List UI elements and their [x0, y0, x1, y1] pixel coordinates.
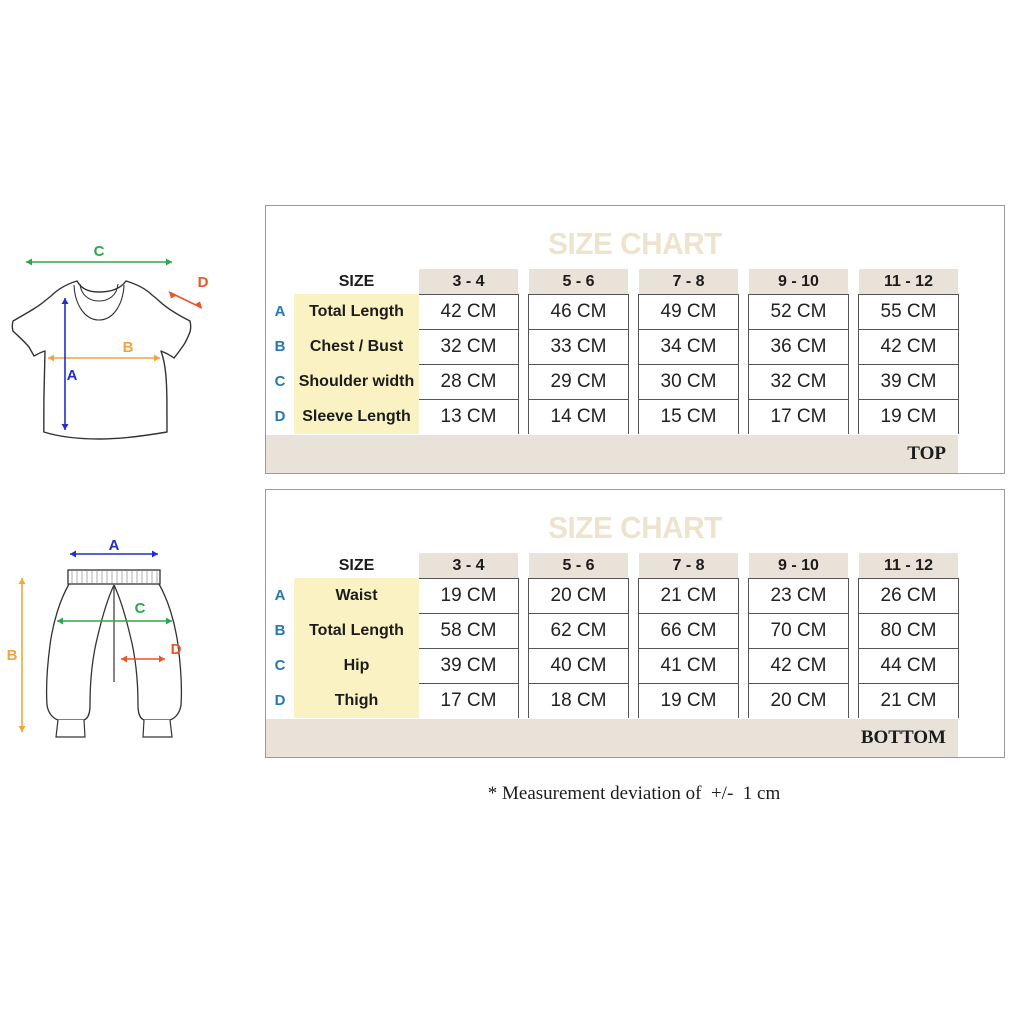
svg-text:B: B [123, 339, 134, 356]
svg-text:D: D [171, 641, 182, 658]
svg-text:C: C [135, 600, 146, 617]
svg-text:D: D [198, 274, 209, 291]
svg-text:C: C [94, 243, 105, 260]
svg-text:A: A [67, 367, 78, 384]
svg-text:A: A [109, 540, 120, 554]
svg-text:B: B [7, 647, 18, 664]
